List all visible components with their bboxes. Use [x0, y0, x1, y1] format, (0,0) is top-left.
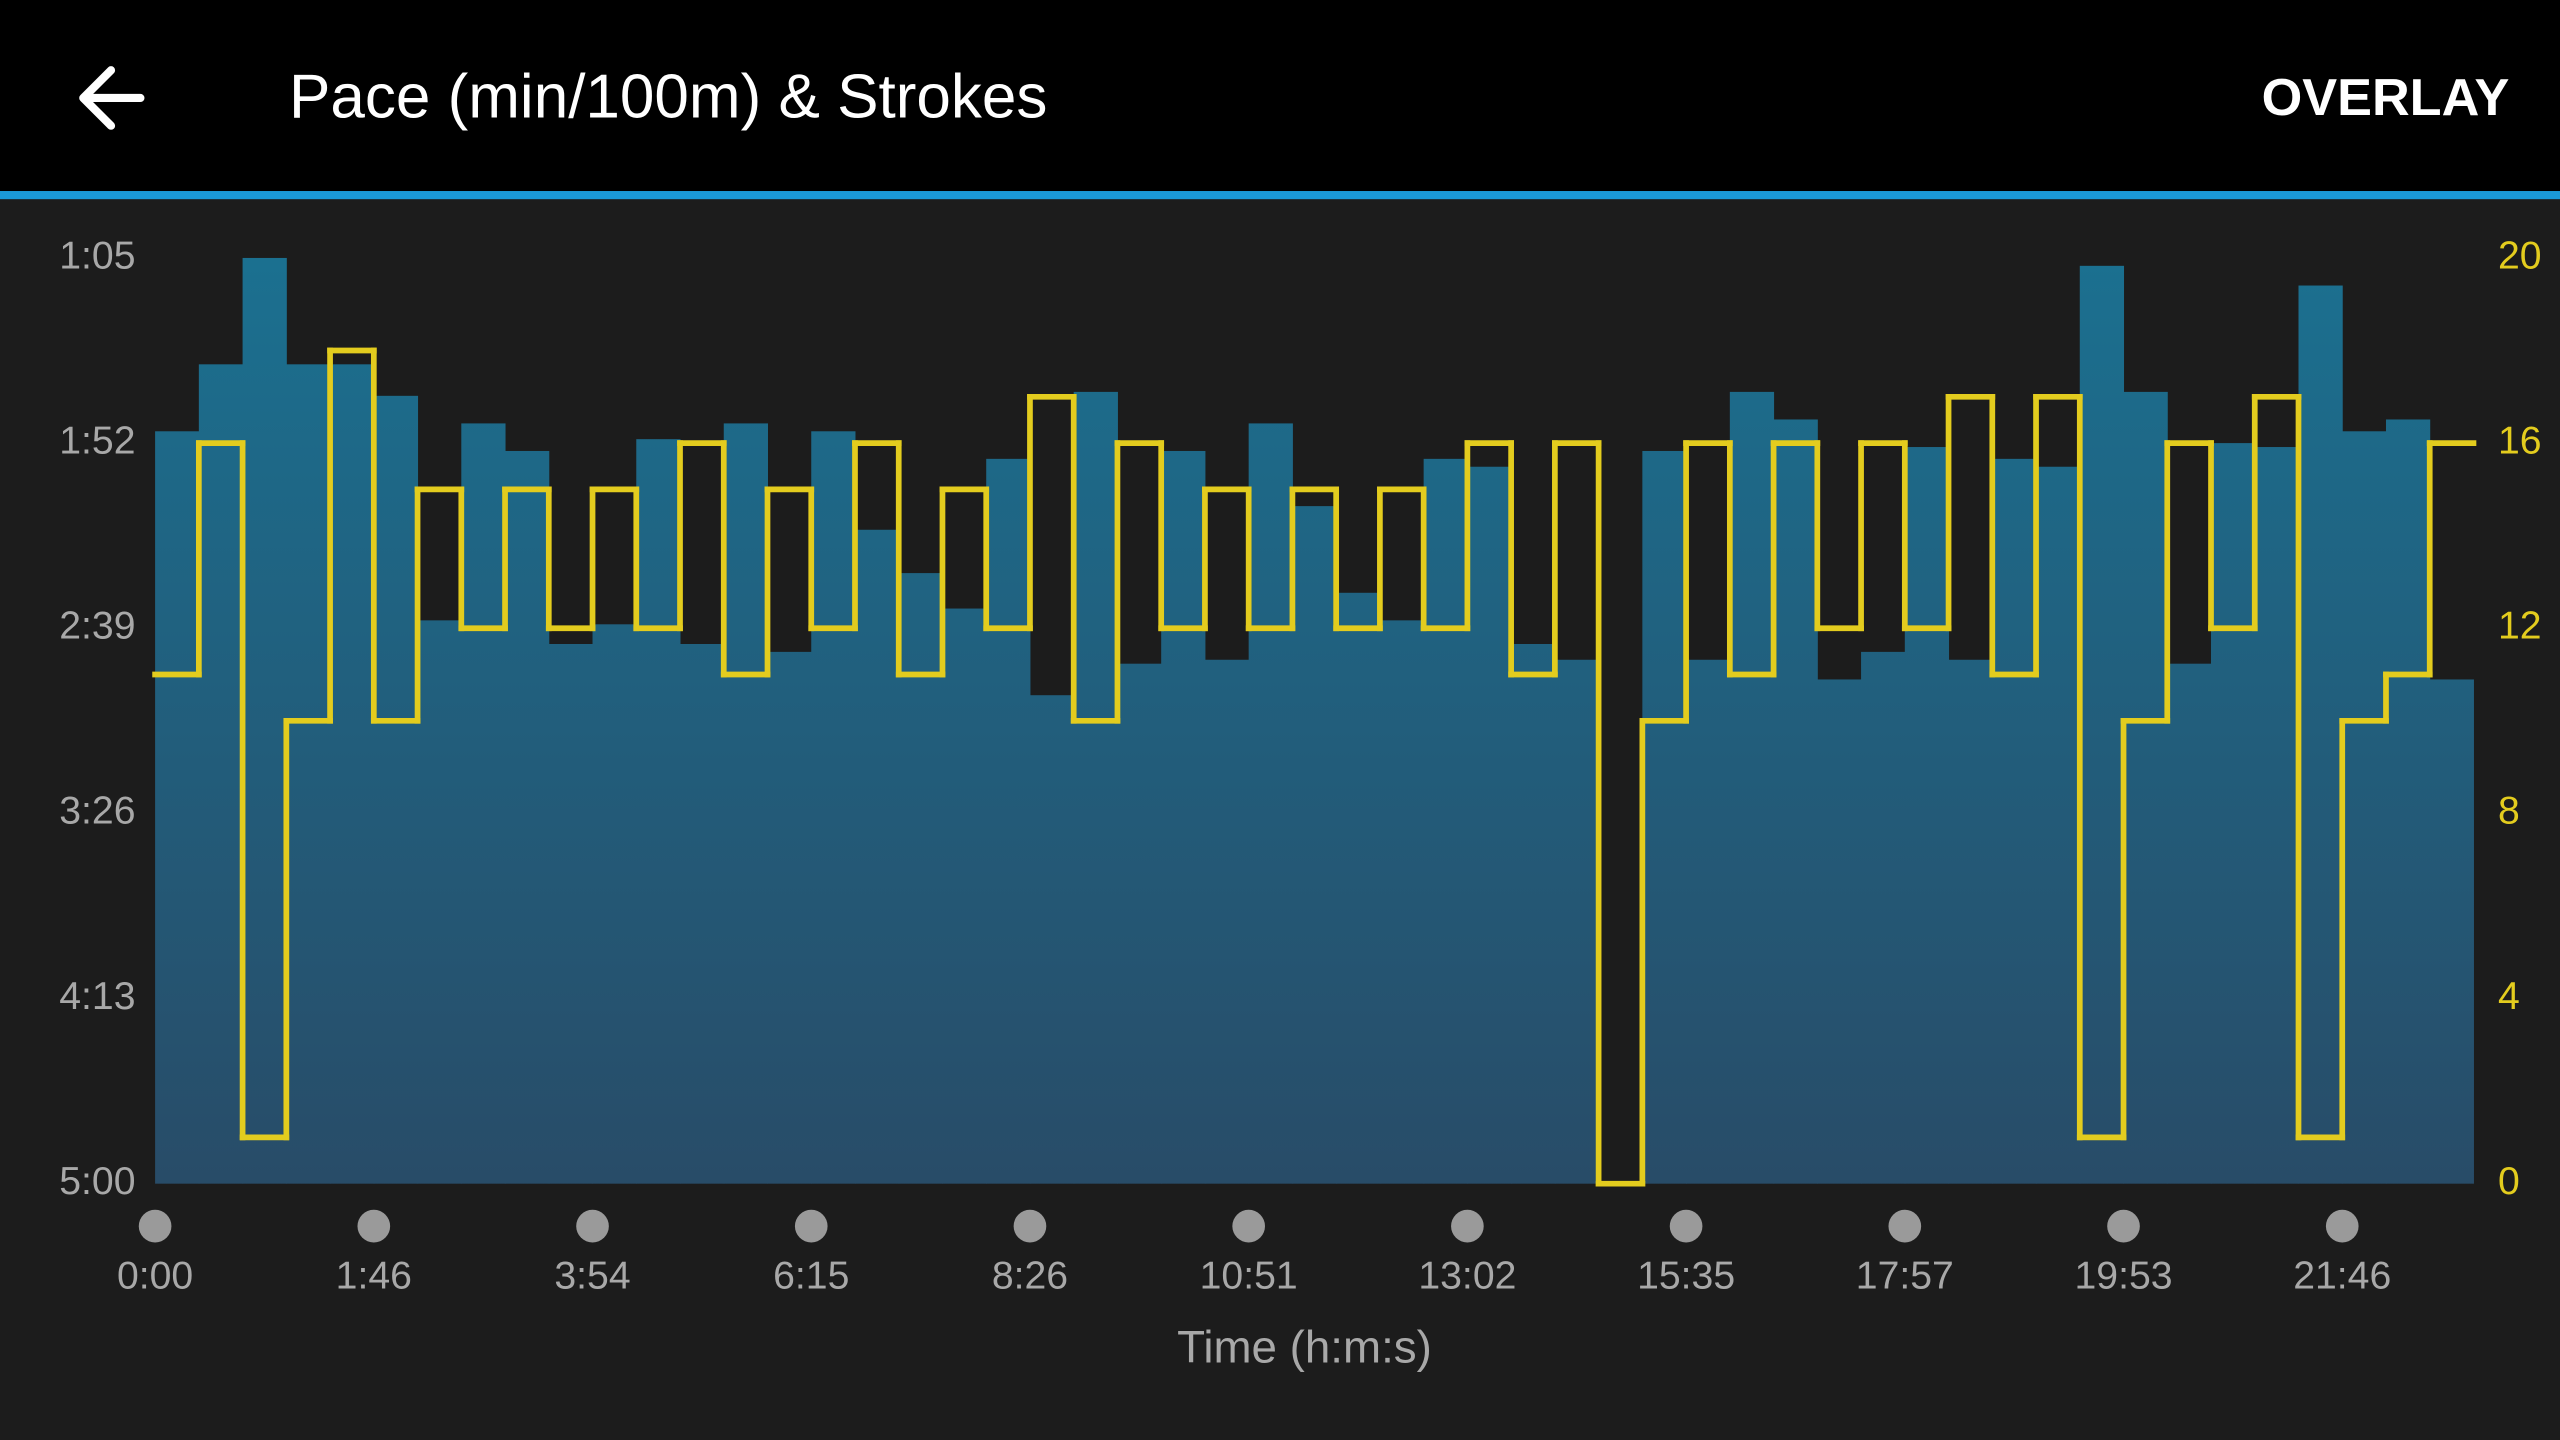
x-tick-label: 3:54 [554, 1255, 630, 1298]
pace-bar [854, 529, 900, 1184]
pace-bar [1117, 663, 1162, 1184]
pace-bar [723, 423, 768, 1184]
screen-title: Pace (min/100m) & Strokes [289, 63, 1047, 132]
pace-bar [286, 364, 331, 1184]
pace-bar [1729, 391, 1775, 1184]
pace-bar [417, 620, 462, 1184]
pace-bar [636, 439, 681, 1184]
x-tick-dot [2107, 1209, 2140, 1243]
pace-bar [242, 257, 287, 1184]
app-bar-accent [0, 191, 2560, 200]
pace-bar [680, 644, 725, 1184]
y-tick-label: 3:26 [59, 790, 135, 833]
x-axis-title: Time (h:m:s) [1177, 1321, 1432, 1372]
step-line [152, 347, 2477, 1187]
x-tick-dot [794, 1209, 828, 1243]
x-tick-dot [138, 1209, 172, 1243]
pace-bar [1773, 419, 1818, 1184]
x-tick-dot [1451, 1209, 1484, 1243]
x-tick-dot [357, 1209, 391, 1243]
pace-bar [155, 431, 200, 1184]
pace-bar [2385, 419, 2431, 1184]
y-tick-label: 1:05 [59, 234, 135, 277]
pace-bar [1817, 679, 1862, 1184]
x-tick-dot [2325, 1209, 2359, 1243]
x-tick-label: 0:00 [117, 1255, 193, 1298]
pace-bar [373, 395, 419, 1184]
bars [155, 257, 2474, 1184]
x-tick-dot [1232, 1209, 1265, 1243]
x-tick-dot [576, 1209, 609, 1243]
pace-bar [2298, 285, 2343, 1184]
pace-bar [1423, 458, 1468, 1184]
y-tick-label: 2:39 [59, 605, 135, 648]
pace-bar [898, 573, 943, 1184]
x-tick-dot [1888, 1209, 1922, 1243]
back-arrow[interactable] [79, 66, 145, 130]
x-tick-label: 1:46 [336, 1255, 412, 1298]
pace-bar [461, 423, 506, 1184]
pace-bar [2211, 443, 2256, 1184]
pace-bar [1161, 450, 1206, 1184]
pace-bar [198, 364, 244, 1184]
x-tick-label: 6:15 [773, 1255, 849, 1298]
pace-bar [2342, 431, 2387, 1184]
pace-bar [505, 450, 550, 1184]
app-bar [0, 0, 2560, 192]
pace-bar [986, 458, 1031, 1184]
pace-bar [2429, 679, 2474, 1184]
x-tick-label: 8:26 [992, 1255, 1068, 1298]
pace-bar [1292, 506, 1337, 1184]
pace-bar [942, 608, 987, 1184]
y-tick-label: 5:00 [59, 1160, 135, 1203]
pace-bar [1948, 659, 1993, 1184]
overlay-button[interactable]: OVERLAY [2262, 69, 2510, 127]
y2-tick-label: 8 [2498, 790, 2520, 833]
y2-tick-label: 0 [2498, 1160, 2520, 1203]
pace-bar [1336, 592, 1381, 1184]
pace-bar [2036, 466, 2081, 1184]
pace-bar [1642, 450, 1687, 1184]
y-tick-label: 1:52 [59, 419, 135, 462]
pace-bar [2123, 391, 2168, 1184]
pace-bar [1861, 651, 1906, 1184]
y-tick-label: 4:13 [59, 975, 135, 1018]
pace-bar [811, 431, 856, 1184]
pace-bar [548, 644, 594, 1184]
pace-bar [1248, 423, 1293, 1184]
x-tick-label: 10:51 [1200, 1255, 1298, 1298]
plot: 1:05 1:52 2:39 3:26 4:13 5:00 0 4 8 12 16 20 0:00 1:4… [59, 234, 2541, 1297]
x-tick-label: 17:57 [1856, 1255, 1954, 1298]
pace-bar [1511, 644, 1556, 1184]
x-tick-dot [1013, 1209, 1047, 1243]
back-button[interactable] [79, 66, 145, 130]
pace-bar [767, 651, 812, 1184]
x-tick-label: 19:53 [2075, 1255, 2173, 1298]
pace-bar [1904, 447, 1950, 1184]
y2-tick-label: 12 [2498, 605, 2542, 648]
pace-bar [1686, 659, 1731, 1184]
pace-bar [330, 364, 375, 1184]
x-tick-label: 15:35 [1637, 1255, 1735, 1298]
pace-bar [592, 624, 637, 1184]
pace-bar [2254, 447, 2299, 1184]
pace-bar [2079, 265, 2125, 1184]
x-tick-dot [1669, 1209, 1703, 1243]
y2-tick-label: 16 [2498, 419, 2542, 462]
pace-bar [1379, 620, 1425, 1184]
y2-tick-label: 20 [2498, 234, 2542, 277]
pace-bar [1992, 458, 2037, 1184]
pace-bar [1029, 695, 1075, 1184]
pace-bar [1073, 391, 1118, 1184]
pace-bar [2167, 663, 2212, 1184]
pace-bar [1467, 466, 1512, 1184]
pace-bar [1204, 659, 1250, 1184]
y2-tick-label: 4 [2498, 975, 2520, 1018]
x-tick-label: 21:46 [2293, 1255, 2391, 1298]
pace-bar [1554, 659, 1600, 1184]
x-tick-label: 13:02 [1418, 1255, 1516, 1298]
